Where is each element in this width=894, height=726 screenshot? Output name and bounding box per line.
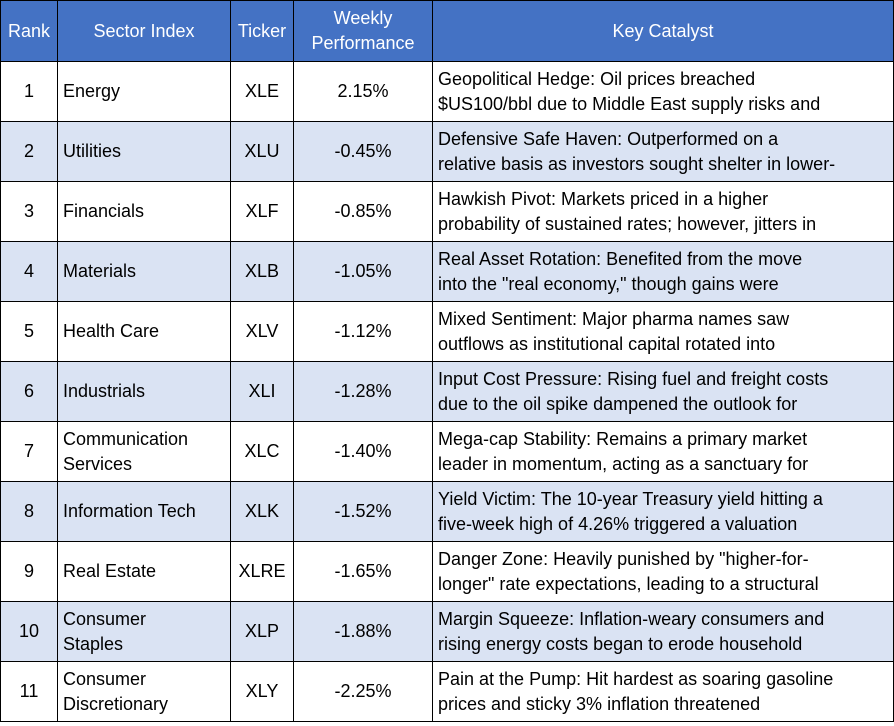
catalyst-cell: Real Asset Rotation: Benefited from the … [432,241,894,302]
table-row: 1 Energy XLE 2.15% Geopolitical Hedge: Oil p… [0,61,894,122]
rank-cell: 5 [0,301,58,362]
ticker-cell: XLB [230,241,294,302]
table-row: 7 Communication Services XLC -1.40% Mega-cap… [0,421,894,482]
column-header: Sector Index [57,0,231,62]
table-row: 2 Utilities XLU -0.45% Defensive Safe Haven:… [0,121,894,182]
catalyst-cell: Geopolitical Hedge: Oil prices breached … [432,61,894,122]
ticker-cell: XLK [230,481,294,542]
rank-cell: 6 [0,361,58,422]
catalyst-cell: Danger Zone: Heavily punished by "higher… [432,541,894,602]
ticker-cell: XLY [230,661,294,722]
sector-cell: Information Tech [57,481,231,542]
rank-cell: 8 [0,481,58,542]
table-row: 8 Information Tech XLK -1.52% Yield Victim: … [0,481,894,542]
table-row: 10 Consumer Staples XLP -1.88% Margin Squeez… [0,601,894,662]
performance-cell: -1.52% [293,481,433,542]
rank-cell: 7 [0,421,58,482]
table-row: 3 Financials XLF -0.85% Hawkish Pivot: Marke… [0,181,894,242]
sector-cell: Consumer Discretionary [57,661,231,722]
ticker-cell: XLC [230,421,294,482]
table-row: 5 Health Care XLV -1.12% Mixed Sentiment: Ma… [0,301,894,362]
ticker-cell: XLU [230,121,294,182]
rank-cell: 1 [0,61,58,122]
sector-cell: Financials [57,181,231,242]
catalyst-cell: Hawkish Pivot: Markets priced in a highe… [432,181,894,242]
catalyst-cell: Margin Squeeze: Inflation-weary consumer… [432,601,894,662]
table-body: 1 Energy XLE 2.15% Geopolitical Hedge: Oil p… [0,61,894,722]
column-header: Weekly Performance [293,0,433,62]
sector-cell: Real Estate [57,541,231,602]
sector-cell: Communication Services [57,421,231,482]
performance-cell: -1.88% [293,601,433,662]
catalyst-cell: Defensive Safe Haven: Outperformed on a … [432,121,894,182]
sector-cell: Materials [57,241,231,302]
catalyst-cell: Pain at the Pump: Hit hardest as soaring… [432,661,894,722]
rank-cell: 3 [0,181,58,242]
performance-cell: -1.05% [293,241,433,302]
performance-cell: -0.45% [293,121,433,182]
ticker-cell: XLE [230,61,294,122]
performance-cell: -2.25% [293,661,433,722]
rank-cell: 10 [0,601,58,662]
catalyst-cell: Mega-cap Stability: Remains a primary ma… [432,421,894,482]
ticker-cell: XLRE [230,541,294,602]
rank-cell: 11 [0,661,58,722]
performance-cell: -1.40% [293,421,433,482]
header-row: Rank Sector Index Ticker Weekly Performance… [0,0,894,62]
performance-cell: -1.12% [293,301,433,362]
table-row: 9 Real Estate XLRE -1.65% Danger Zone: Heavi… [0,541,894,602]
table-row: 11 Consumer Discretionary XLY -2.25% Pain at… [0,661,894,722]
sector-cell: Health Care [57,301,231,362]
catalyst-cell: Yield Victim: The 10-year Treasury yield… [432,481,894,542]
performance-cell: 2.15% [293,61,433,122]
sector-cell: Consumer Staples [57,601,231,662]
table-row: 6 Industrials XLI -1.28% Input Cost Pressure… [0,361,894,422]
rank-cell: 9 [0,541,58,602]
sector-cell: Utilities [57,121,231,182]
ticker-cell: XLP [230,601,294,662]
ticker-cell: XLI [230,361,294,422]
column-header: Key Catalyst [432,0,894,62]
ticker-cell: XLF [230,181,294,242]
table-row: 4 Materials XLB -1.05% Real Asset Rotation: … [0,241,894,302]
performance-cell: -1.28% [293,361,433,422]
sector-cell: Energy [57,61,231,122]
ticker-cell: XLV [230,301,294,362]
column-header: Ticker [230,0,294,62]
performance-cell: -1.65% [293,541,433,602]
catalyst-cell: Input Cost Pressure: Rising fuel and fre… [432,361,894,422]
column-header: Rank [0,0,58,62]
performance-cell: -0.85% [293,181,433,242]
sector-cell: Industrials [57,361,231,422]
rank-cell: 2 [0,121,58,182]
catalyst-cell: Mixed Sentiment: Major pharma names saw … [432,301,894,362]
rank-cell: 4 [0,241,58,302]
